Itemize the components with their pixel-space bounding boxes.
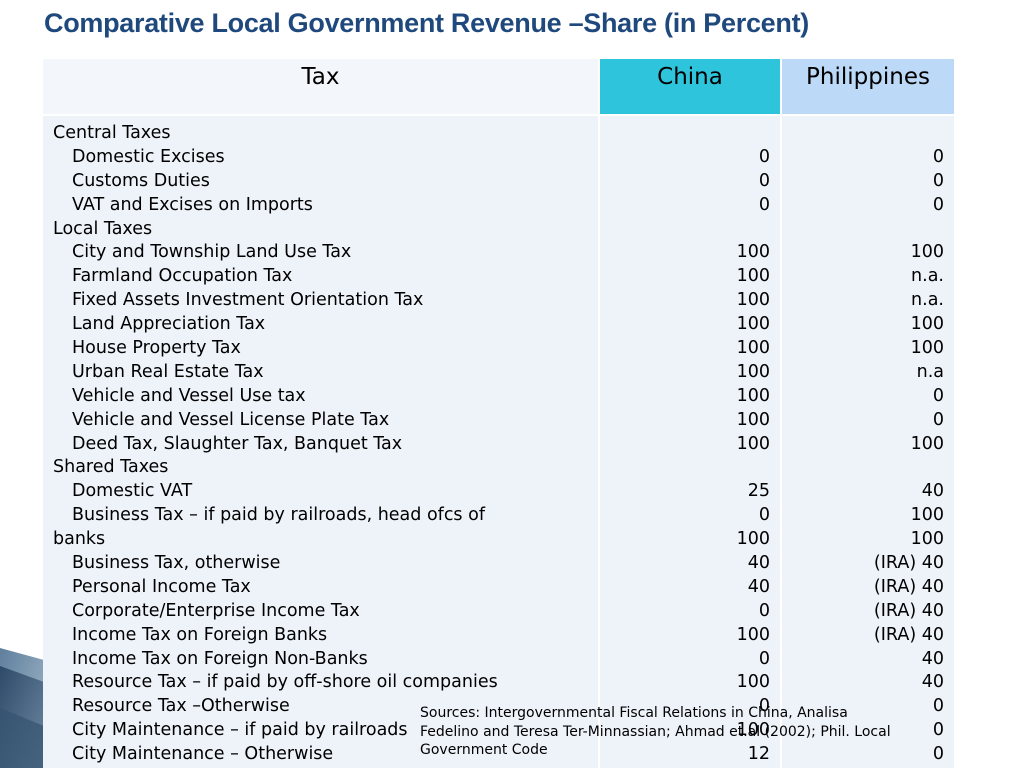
- tax-row-label: City Maintenance – Otherwise: [72, 744, 334, 765]
- philippines-value: n.a.: [911, 266, 944, 287]
- philippines-value: 0: [932, 146, 944, 167]
- tax-row-label: Resource Tax – if paid by off-shore oil …: [72, 672, 498, 693]
- china-value: 100: [736, 624, 770, 645]
- tax-row-label: Vehicle and Vessel License Plate Tax: [72, 409, 390, 430]
- philippines-value: 0: [932, 409, 944, 430]
- philippines-value: (IRA) 40: [873, 576, 944, 597]
- china-value: 0: [758, 505, 770, 526]
- china-value: [601, 218, 770, 242]
- header-philippines: Philippines: [781, 59, 956, 115]
- table-body-row: Central Taxes Domestic Excises Customs Dut…: [43, 114, 956, 768]
- china-value: [601, 122, 770, 146]
- china-value: 100: [736, 361, 770, 382]
- tax-row-label: banks: [53, 529, 106, 550]
- china-value: 0: [758, 194, 770, 215]
- tax-row-label: Corporate/Enterprise Income Tax: [72, 600, 360, 621]
- china-value: 40: [747, 576, 770, 597]
- china-value: 0: [758, 648, 770, 669]
- philippines-value: 100: [910, 242, 944, 263]
- tax-row-label: Income Tax on Foreign Non-Banks: [72, 648, 368, 669]
- tax-row-label: Business Tax, otherwise: [72, 553, 281, 574]
- philippines-value: (IRA) 40: [873, 624, 944, 645]
- china-value: 100: [736, 266, 770, 287]
- header-china: China: [599, 59, 782, 115]
- china-value: 100: [736, 720, 770, 741]
- china-value: 0: [758, 696, 770, 717]
- china-value: 0: [758, 170, 770, 191]
- tax-row-label: Farmland Occupation Tax: [72, 266, 293, 287]
- tax-row-label: Land Appreciation Tax: [72, 314, 266, 335]
- philippines-value: 40: [921, 481, 944, 502]
- china-value: 100: [736, 242, 770, 263]
- tax-row-label: Domestic Excises: [72, 146, 225, 167]
- tax-row-label: Vehicle and Vessel Use tax: [72, 385, 306, 406]
- tax-row-label: Domestic VAT: [72, 481, 193, 502]
- sources-note: Sources: Intergovernmental Fiscal Relati…: [420, 705, 891, 758]
- china-value: 100: [736, 672, 770, 693]
- tax-row-label: Local Taxes: [53, 218, 153, 239]
- page-title: Comparative Local Government Revenue –Sh…: [44, 8, 809, 38]
- tax-row-label: Central Taxes: [53, 123, 171, 143]
- china-value: 100: [736, 385, 770, 406]
- tax-row-label: Business Tax – if paid by railroads, hea…: [72, 505, 485, 526]
- philippines-value: 0: [932, 194, 944, 215]
- philippines-value: 100: [910, 314, 944, 335]
- philippines-value: n.a.: [911, 290, 944, 311]
- tax-row-label: Urban Real Estate Tax: [72, 361, 264, 382]
- philippines-value: (IRA) 40: [873, 600, 944, 621]
- china-value: 12: [747, 744, 770, 765]
- tax-row-label: City Maintenance – if paid by railroads: [72, 720, 408, 741]
- tax-row-label: Fixed Assets Investment Orientation Tax: [72, 290, 424, 311]
- china-value: 0: [758, 600, 770, 621]
- philippines-value: [783, 122, 944, 146]
- revenue-share-table: Tax China Philippines Central Taxes Domes…: [43, 59, 956, 768]
- tax-row-label: VAT and Excises on Imports: [72, 194, 313, 215]
- tax-list: Central Taxes Domestic Excises Customs Dut…: [53, 122, 597, 768]
- philippines-value: 40: [921, 672, 944, 693]
- tax-row-label: Personal Income Tax: [72, 576, 251, 597]
- philippines-value: 0: [932, 385, 944, 406]
- china-value: 0: [758, 146, 770, 167]
- tax-row-label: Income Tax on Foreign Banks: [72, 624, 328, 645]
- china-value: 25: [747, 481, 770, 502]
- philippines-value: n.a: [916, 361, 944, 382]
- china-value: 100: [736, 290, 770, 311]
- tax-row-label: Deed Tax, Slaughter Tax, Banquet Tax: [72, 433, 403, 454]
- philippines-value: 40: [921, 648, 944, 669]
- philippines-value: 100: [910, 338, 944, 359]
- philippines-value: 100: [910, 505, 944, 526]
- china-value: 40: [747, 553, 770, 574]
- tax-column: Central Taxes Domestic Excises Customs Dut…: [43, 114, 600, 768]
- tax-row-label: Resource Tax –Otherwise: [72, 696, 290, 717]
- tax-row-label: House Property Tax: [72, 338, 241, 359]
- china-value: 100: [736, 433, 770, 454]
- china-value: [601, 456, 770, 480]
- philippines-value: [783, 218, 944, 242]
- philippines-value: 0: [932, 696, 944, 717]
- philippines-value: 100: [910, 529, 944, 550]
- philippines-value: 100: [910, 433, 944, 454]
- philippines-value: 0: [932, 170, 944, 191]
- china-value: 100: [736, 314, 770, 335]
- china-value: 100: [736, 409, 770, 430]
- header-tax: Tax: [43, 59, 600, 115]
- philippines-value: [783, 456, 944, 480]
- philippines-value: 0: [932, 744, 944, 765]
- corner-decoration: [0, 648, 44, 768]
- philippines-value: (IRA) 40: [873, 553, 944, 574]
- china-value: 100: [736, 338, 770, 359]
- tax-row-label: City and Township Land Use Tax: [72, 242, 352, 263]
- philippines-value: 0: [932, 720, 944, 741]
- tax-row-label: Shared Taxes: [53, 457, 169, 478]
- tax-row-label: Customs Duties: [72, 170, 210, 191]
- china-value: 100: [736, 529, 770, 550]
- table-header-row: Tax China Philippines: [43, 59, 956, 115]
